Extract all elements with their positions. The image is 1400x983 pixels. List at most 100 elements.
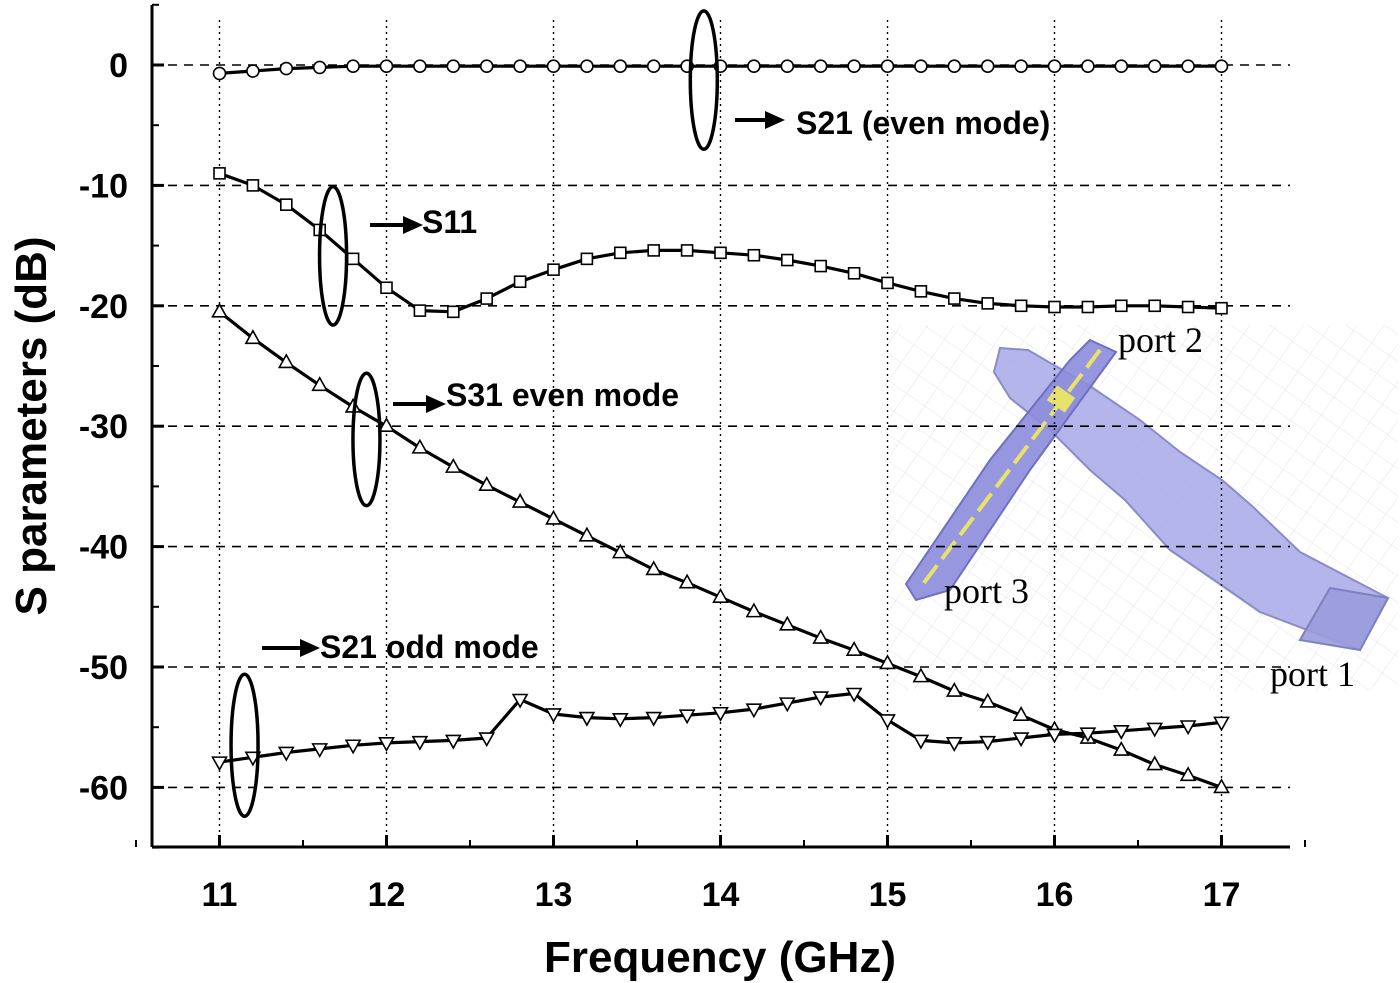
data-point-triangle-down (845, 687, 863, 703)
data-point-circle (1214, 59, 1229, 74)
data-point-triangle-up (979, 692, 997, 708)
y-tick-label: -60 (79, 769, 128, 807)
data-point-triangle-up (745, 602, 763, 618)
inset-microstrip-strip (918, 348, 1102, 590)
data-point-triangle-up (812, 628, 830, 644)
data-point-triangle-up (912, 667, 930, 683)
data-point-triangle-down (1046, 728, 1063, 744)
data-point-triangle-up (411, 438, 429, 454)
data-point-circle (312, 60, 327, 75)
x-tick-label: 16 (1036, 876, 1074, 914)
data-point-circle (1081, 59, 1095, 74)
data-point-triangle-down (879, 714, 896, 730)
tick-marks (135, 3, 1306, 849)
data-point-square (1115, 299, 1128, 313)
data-point-triangle-up (211, 302, 228, 318)
inset-waveguide-end (1298, 586, 1390, 652)
data-point-triangle-down (1213, 716, 1230, 732)
data-point-square (380, 281, 393, 295)
annotation-ellipse (229, 672, 260, 819)
y-tick-label: -40 (79, 529, 128, 567)
data-point-triangle-up (1112, 740, 1130, 756)
data-point-circle (947, 59, 962, 74)
data-point-square (914, 285, 928, 298)
annotation-label: S11 (422, 204, 477, 240)
data-point-circle (1047, 59, 1062, 74)
data-point-square (613, 246, 627, 260)
data-point-square (346, 252, 360, 266)
annotation-label: S31 even mode (446, 377, 679, 413)
data-point-triangle-down (678, 709, 696, 725)
data-point-triangle-down (945, 737, 963, 752)
data-point-triangle-up (945, 681, 963, 697)
annotation-ellipse (688, 9, 720, 152)
y-tick-label: -10 (79, 167, 128, 205)
data-point-triangle-down (211, 756, 228, 772)
data-point-square (814, 259, 828, 273)
data-point-circle (279, 61, 294, 76)
tick-labels: 0 -10 -20 -30 -40 -50 -60 11 12 13 14 15 16 17 (79, 47, 1241, 914)
data-point-triangle-down (645, 711, 663, 727)
data-point-circle (546, 59, 561, 74)
annotation-label: S21 odd mode (320, 629, 539, 665)
data-point-square (580, 252, 594, 266)
data-point-triangle-up (311, 376, 329, 392)
x-tick-label: 15 (869, 876, 907, 914)
data-point-circle (646, 59, 661, 74)
data-point-circle (346, 59, 360, 74)
inset-port1-label: port 1 (1270, 654, 1355, 694)
data-point-triangle-down (344, 739, 362, 755)
data-point-square (446, 305, 460, 319)
data-point-square (647, 244, 661, 257)
x-tick-label: 17 (1203, 876, 1241, 914)
data-point-triangle-down (378, 737, 395, 752)
data-point-triangle-down (478, 732, 496, 748)
y-tick-label: -50 (79, 649, 128, 687)
data-point-circle (413, 59, 427, 74)
data-point-triangle-up (1146, 755, 1164, 771)
inset-model: port 2 port 3 port 1 (885, 320, 1398, 694)
data-point-square (680, 244, 694, 257)
data-point-triangle-up (1179, 766, 1197, 782)
y-tick-label: -20 (79, 288, 128, 326)
data-point-triangle-down (778, 697, 796, 713)
data-point-square (1014, 299, 1028, 313)
data-point-triangle-up (511, 492, 529, 508)
data-point-circle (1147, 59, 1162, 74)
annotation-ellipse (317, 184, 349, 327)
data-point-triangle-down (1012, 732, 1030, 748)
data-point-square (1215, 301, 1228, 315)
annotation-arrow-head (300, 639, 320, 657)
data-point-triangle-down (1179, 720, 1197, 736)
data-point-triangle-up (578, 526, 596, 542)
data-point-circle (513, 59, 527, 74)
x-tick-label: 12 (368, 876, 406, 914)
annotation-arrow-head (403, 216, 423, 234)
data-point-circle (1181, 59, 1195, 74)
data-point-triangle-up (277, 353, 295, 369)
data-point-circle (479, 59, 494, 74)
data-point-triangle-down (812, 691, 830, 707)
data-point-triangle-down (444, 734, 462, 750)
data-point-triangle-down (745, 703, 763, 719)
data-point-triangle-down (611, 712, 629, 728)
data-point-circle (1114, 59, 1129, 74)
data-point-square (847, 266, 861, 280)
data-point-triangle-down (578, 711, 596, 727)
y-axis-title: S parameters (dB) (7, 236, 56, 615)
data-point-triangle-up (778, 615, 796, 631)
annotation-arrow-head (426, 395, 446, 413)
data-point-triangle-down (1079, 727, 1097, 743)
data-point-triangle-up (1012, 706, 1030, 721)
x-axis-title: Frequency (GHz) (544, 933, 896, 982)
x-tick-label: 13 (535, 876, 573, 914)
data-point-triangle-up (712, 588, 729, 603)
data-point-triangle-up (845, 641, 863, 656)
x-tick-label: 11 (202, 876, 238, 914)
data-point-square (747, 248, 761, 262)
data-point-square (947, 292, 961, 305)
data-point-triangle-up (645, 560, 663, 576)
data-point-circle (980, 59, 995, 74)
inset-port2-label: port 2 (1118, 320, 1203, 360)
